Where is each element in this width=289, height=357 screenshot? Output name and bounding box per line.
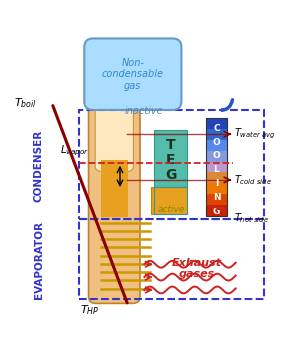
FancyBboxPatch shape <box>101 160 128 217</box>
Text: G: G <box>213 207 220 216</box>
Text: O: O <box>213 151 220 160</box>
Text: CONDENSER: CONDENSER <box>34 130 44 202</box>
Text: $T_{\mathit{cold\ side}}$: $T_{\mathit{cold\ side}}$ <box>234 173 272 187</box>
Text: L: L <box>214 165 219 174</box>
Bar <box>206 129 227 140</box>
Text: $T_{\mathit{hot\ side}}$: $T_{\mathit{hot\ side}}$ <box>234 211 269 225</box>
Bar <box>206 119 227 129</box>
FancyBboxPatch shape <box>154 130 187 187</box>
FancyBboxPatch shape <box>151 187 180 214</box>
Text: I: I <box>215 179 218 188</box>
Text: C: C <box>213 124 220 133</box>
Text: Non-
condensable
gas: Non- condensable gas <box>102 57 164 91</box>
Bar <box>206 205 227 216</box>
Text: active: active <box>158 205 185 215</box>
Text: Exhaust
gases: Exhaust gases <box>172 258 222 279</box>
FancyArrowPatch shape <box>222 100 232 110</box>
Bar <box>206 119 227 216</box>
FancyBboxPatch shape <box>154 187 187 214</box>
Bar <box>206 172 227 183</box>
Text: $T_{\mathit{water\ avg}}$: $T_{\mathit{water\ avg}}$ <box>234 127 276 141</box>
Text: T
E
G: T E G <box>165 138 177 182</box>
Text: $T_{\mathit{boil}}$: $T_{\mathit{boil}}$ <box>14 96 37 110</box>
FancyBboxPatch shape <box>102 113 127 156</box>
Bar <box>206 151 227 162</box>
Text: $L_{\mathit{vapor}}$: $L_{\mathit{vapor}}$ <box>60 143 89 158</box>
Text: $T_{\mathit{HP}}$: $T_{\mathit{HP}}$ <box>80 304 100 317</box>
Bar <box>206 162 227 172</box>
Bar <box>206 194 227 205</box>
Text: N: N <box>213 193 220 202</box>
FancyBboxPatch shape <box>95 106 134 171</box>
Bar <box>206 140 227 151</box>
Bar <box>206 183 227 194</box>
Text: inactive: inactive <box>125 106 164 116</box>
Text: EVAPORATOR: EVAPORATOR <box>34 221 44 299</box>
Text: O: O <box>213 137 220 147</box>
FancyBboxPatch shape <box>84 39 181 110</box>
FancyBboxPatch shape <box>88 103 140 303</box>
